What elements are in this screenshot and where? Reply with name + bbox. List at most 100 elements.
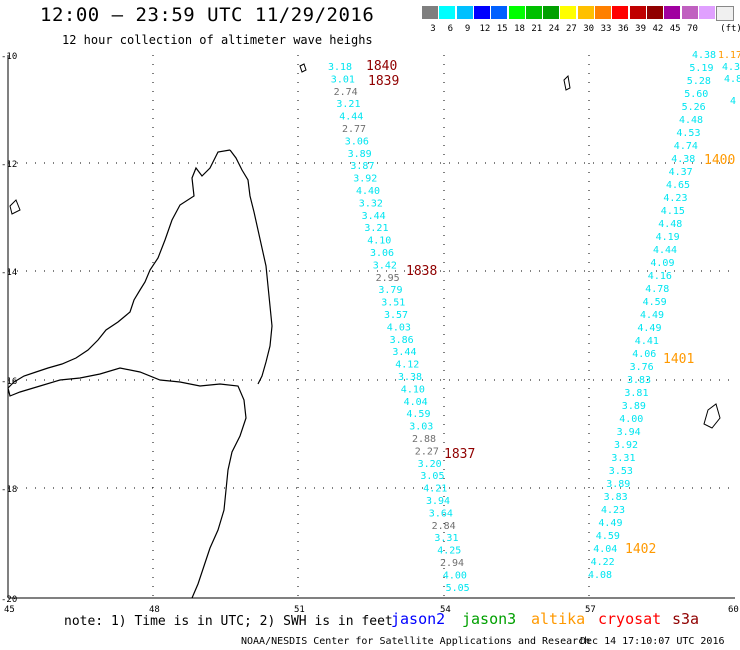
track2-value: 4.06 <box>632 349 656 360</box>
track1-value: 3.06 <box>345 136 369 147</box>
track2-value: 4.38 <box>671 154 695 165</box>
track2-value: 4.22 <box>591 557 615 568</box>
track1-value: 3.42 <box>373 260 397 271</box>
track1-value: 4.44 <box>339 112 363 123</box>
track2-value: 4.38 <box>692 50 716 61</box>
track2-value: 5.28 <box>687 76 711 87</box>
track2-value: 4.23 <box>601 505 625 516</box>
legend-altika: altika <box>531 610 586 628</box>
timestamp-text: Dec 14 17:10:07 UTC 2016 <box>580 636 725 647</box>
track2-value: 5.60 <box>684 89 708 100</box>
page-title: 12:00 – 23:59 UTC 11/29/2016 <box>40 4 375 26</box>
track2-value: 4.37 <box>669 167 693 178</box>
colorbar-swatch <box>698 6 715 19</box>
track2-value: 4.74 <box>674 141 698 152</box>
track2-value: 4.23 <box>663 193 687 204</box>
track2-value: 3.89 <box>622 401 646 412</box>
track2-value: 3.83 <box>604 492 628 503</box>
coastline-madagascar <box>7 149 273 599</box>
lat-label: -18 <box>1 485 17 495</box>
page-subtitle: 12 hour collection of altimeter wave hei… <box>62 33 373 47</box>
track1-value: 3.20 <box>418 459 442 470</box>
colorbar-swatch <box>422 6 438 19</box>
track2-value: 3.81 <box>624 388 648 399</box>
colorbar-swatch <box>612 6 629 19</box>
colorbar-label: 6 <box>447 24 453 34</box>
track1-value: 3.94 <box>426 496 450 507</box>
footer-note: note: 1) Time is in UTC; 2) SWH is in fe… <box>64 614 393 629</box>
colorbar-swatch <box>646 6 663 19</box>
island-outline <box>299 63 307 73</box>
track1-value: 3.21 <box>364 223 388 234</box>
track1-value: 2.95 <box>376 273 400 284</box>
track2-value: 3.92 <box>614 440 638 451</box>
track1-value: 3.51 <box>381 298 405 309</box>
credit-text: NOAA/NESDIS Center for Satellite Applica… <box>241 636 591 647</box>
colorbar-swatch <box>456 6 473 19</box>
colorbar-label: 24 <box>548 24 560 34</box>
track1-value: 3.87 <box>350 161 374 172</box>
lon-label: 48 <box>149 605 160 615</box>
legend-jason2: jason2 <box>391 610 446 628</box>
track1-value: 4.21 <box>423 484 447 495</box>
lon-label: 51 <box>294 605 305 615</box>
colorbar-label: 18 <box>514 24 525 34</box>
track2-value: 4.19 <box>656 232 680 243</box>
colorbar-swatch <box>439 6 456 19</box>
track2-value: 3.94 <box>617 427 641 438</box>
track1-time: 1840 <box>366 59 397 74</box>
track1-value: 4.10 <box>367 236 391 247</box>
colorbar-swatch <box>595 6 611 19</box>
colorbar-label: 3 <box>430 24 436 34</box>
track2-value: 4.48 <box>658 219 682 230</box>
track1-value: 3.86 <box>390 335 414 346</box>
colorbar-swatch <box>664 6 681 19</box>
track1-value: 2.84 <box>432 521 456 532</box>
colorbar-swatch <box>473 6 490 19</box>
colorbar-label: 12 <box>479 24 491 34</box>
lat-label: -16 <box>1 377 17 387</box>
lat-label: -20 <box>1 595 17 605</box>
island-outline <box>563 74 571 91</box>
colorbar-swatch <box>560 6 577 19</box>
lon-label: 54 <box>440 605 451 615</box>
track2-value: 4.04 <box>593 544 617 555</box>
track1-time: 1838 <box>406 264 437 279</box>
track1-value: 4.40 <box>356 186 380 197</box>
track1-value: 3.89 <box>348 149 372 160</box>
track1-value: 4.04 <box>404 397 428 408</box>
colorbar-swatch <box>543 6 560 19</box>
colorbar-label: 27 <box>565 24 577 34</box>
legend-cryosat: cryosat <box>598 610 662 628</box>
track1-value: 4.10 <box>401 384 425 395</box>
track1-value: 3.03 <box>409 422 433 433</box>
track1-value: 4.25 <box>437 546 461 557</box>
track2-value: 4.49 <box>637 323 661 334</box>
track1-value: 3.44 <box>362 211 386 222</box>
lon-label: 60 <box>728 605 739 615</box>
track2-value: 4.09 <box>650 258 674 269</box>
lat-label: -10 <box>1 52 17 62</box>
track2-value: 4.65 <box>666 180 690 191</box>
track1-value: 3.05 <box>420 471 444 482</box>
colorbar-swatch <box>508 6 525 19</box>
lon-label: 45 <box>4 605 15 615</box>
lon-label: 57 <box>585 605 596 615</box>
track1-time: 1839 <box>368 74 399 89</box>
track1-value: 5.05 <box>446 583 470 594</box>
track1-value: 3.64 <box>429 508 453 519</box>
track1-value: 4.12 <box>395 360 419 371</box>
track1-value: 2.74 <box>334 87 358 98</box>
colorbar-unit: (ft) <box>720 24 740 34</box>
colorbar-label: 42 <box>652 24 664 34</box>
track1-value: 3.32 <box>359 198 383 209</box>
track2-value: 4.49 <box>640 310 664 321</box>
track2-time: 1401 <box>663 352 694 367</box>
track1-value: 3.79 <box>378 285 402 296</box>
colorbar-label: 45 <box>669 24 681 34</box>
track2-value: 4.44 <box>653 245 677 256</box>
colorbar-swatch <box>491 6 508 19</box>
track2-value: 4.59 <box>643 297 667 308</box>
track2-value: 3.31 <box>611 453 635 464</box>
track2-time: 1400 <box>704 153 735 168</box>
